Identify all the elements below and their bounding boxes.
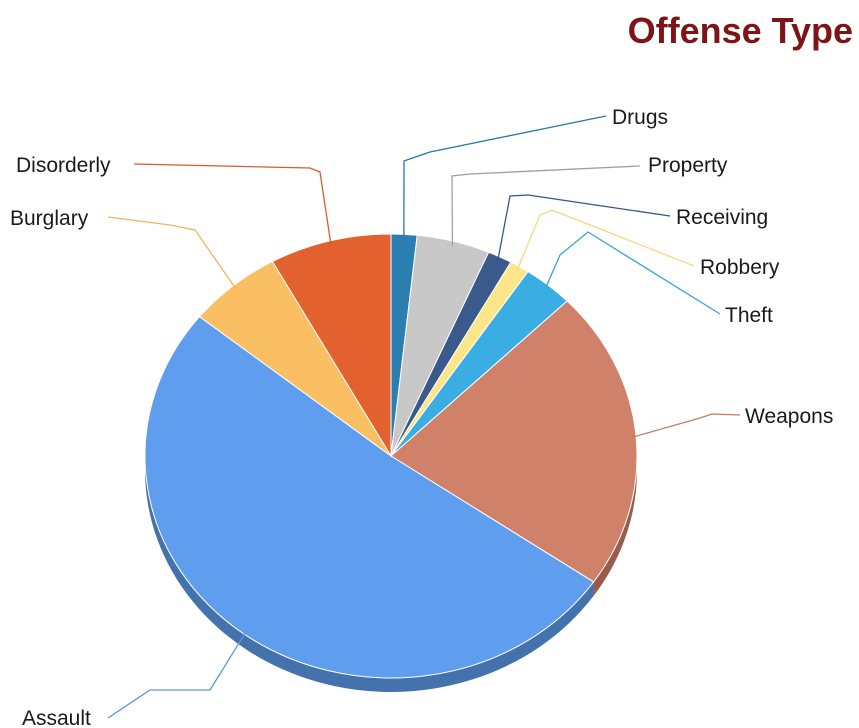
leader-drugs <box>403 115 607 239</box>
label-burglary: Burglary <box>10 207 89 230</box>
label-disorderly: Disorderly <box>16 154 111 177</box>
slice-labels: Drugs Property Receiving Robbery Theft Weapon… <box>10 106 833 728</box>
leader-weapons <box>631 413 741 439</box>
pie-depth <box>145 456 637 692</box>
label-theft: Theft <box>725 304 773 327</box>
label-receiving: Receiving <box>676 206 768 229</box>
leader-property <box>451 165 641 246</box>
leader-assault <box>107 630 248 719</box>
pie-slices <box>144 233 638 679</box>
label-drugs: Drugs <box>612 106 668 129</box>
chart-title: Offense Type <box>627 10 853 51</box>
label-assault: Assault <box>22 707 91 728</box>
leader-theft <box>544 231 721 315</box>
label-property: Property <box>648 154 728 177</box>
label-weapons: Weapons <box>745 405 833 428</box>
depth-weapons <box>593 456 637 596</box>
leader-robbery <box>516 209 695 271</box>
slice-weapons <box>390 300 638 583</box>
leader-receiving <box>497 194 671 262</box>
leader-disorderly <box>133 163 332 246</box>
label-robbery: Robbery <box>700 256 780 279</box>
leader-lines <box>107 115 741 719</box>
leader-burglary <box>107 216 237 290</box>
